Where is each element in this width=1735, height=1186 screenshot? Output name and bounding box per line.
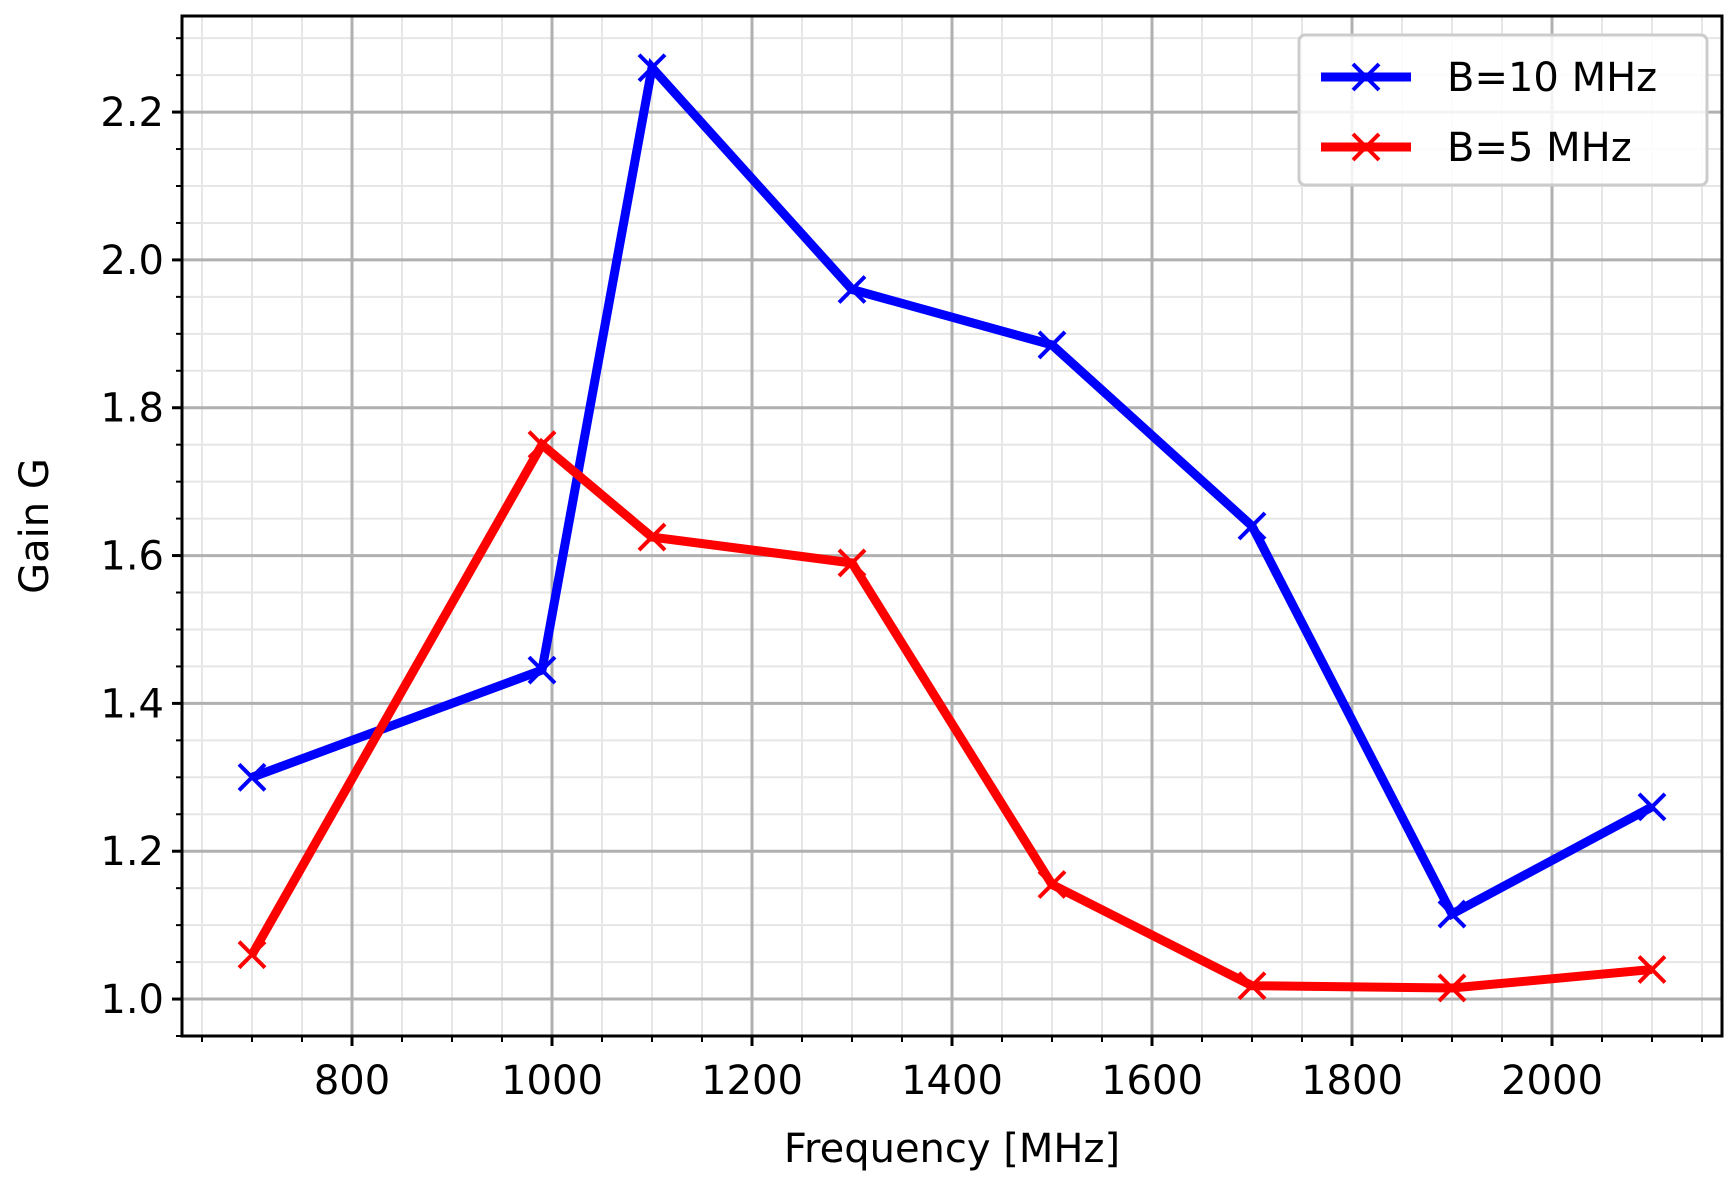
y-axis-label: Gain G: [12, 458, 58, 594]
data-point-marker: [837, 548, 867, 578]
x-tick-label: 1800: [1301, 1058, 1403, 1104]
x-tick-label: 1000: [501, 1058, 603, 1104]
y-tick-label: 1.6: [100, 534, 164, 580]
legend-entry: B=10 MHz: [1321, 55, 1657, 101]
legend-label: B=5 MHz: [1447, 125, 1632, 171]
legend-marker: [1351, 132, 1381, 162]
x-tick-label: 1600: [1101, 1058, 1203, 1104]
y-tick-label: 1.4: [100, 681, 164, 727]
y-tick-label: 2.2: [100, 90, 164, 136]
legend-entry: B=5 MHz: [1321, 125, 1632, 171]
data-point-marker: [1637, 955, 1667, 984]
axis-ticks: 800 1000 1200 1400 1600 1800 2000 1.0 1.2 1.4 1.6 1…: [100, 37, 1703, 1104]
data-point-marker: [527, 655, 557, 685]
data-point-marker: [527, 430, 557, 460]
data-point-marker: [1037, 330, 1067, 360]
series-line-2: [248, 437, 1653, 993]
data-point-marker: [1437, 973, 1467, 1003]
data-point-marker: [1037, 870, 1067, 899]
x-tick-label: 2000: [1501, 1058, 1603, 1104]
data-point-marker: [237, 762, 267, 792]
series-line-1: [250, 57, 1655, 921]
x-tick-label: 800: [314, 1058, 390, 1104]
x-tick-label: 1200: [701, 1058, 803, 1104]
data-point-marker: [637, 522, 667, 552]
legend-marker: [1351, 62, 1381, 92]
y-tick-label: 2.0: [100, 238, 164, 284]
grid-lines: [182, 16, 1722, 1037]
y-tick-label: 1.8: [100, 386, 164, 432]
y-tick-label: 1.0: [100, 977, 164, 1023]
data-point-marker: [837, 275, 867, 304]
x-tick-label: 1400: [901, 1058, 1003, 1104]
data-point-marker: [1637, 792, 1667, 822]
data-point-marker: [637, 53, 667, 83]
x-axis-label: Frequency [MHz]: [784, 1126, 1120, 1172]
data-point-marker: [1237, 511, 1267, 541]
y-tick-label: 1.2: [100, 829, 164, 875]
legend: B=10 MHz B=5 MHz: [1297, 33, 1709, 187]
legend-label: B=10 MHz: [1447, 55, 1657, 101]
data-point-marker: [237, 940, 267, 970]
data-point-marker: [1237, 971, 1267, 1001]
series-lines: [237, 53, 1667, 1003]
data-point-marker: [1437, 899, 1467, 929]
